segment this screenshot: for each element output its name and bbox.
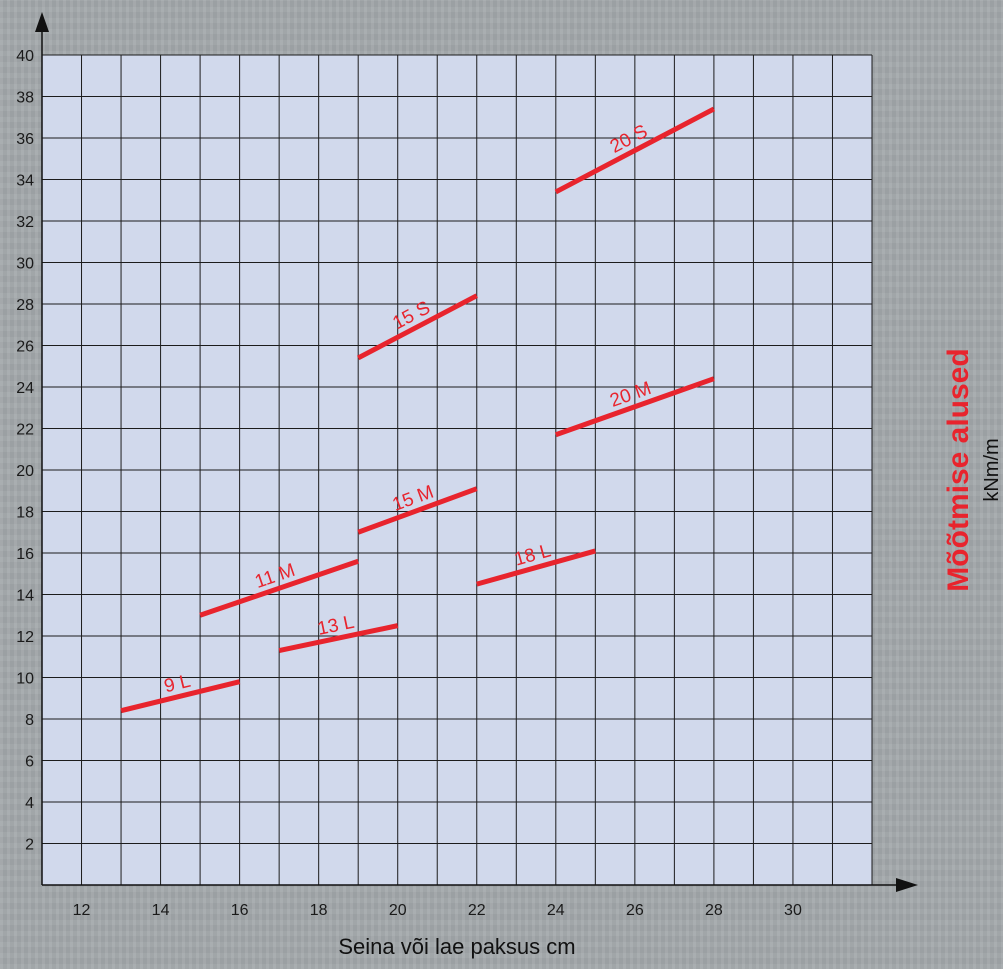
series-line <box>554 376 715 438</box>
y-tick-label: 30 <box>16 256 34 273</box>
x-tick-label: 18 <box>310 902 328 919</box>
series-line <box>476 548 597 587</box>
y-tick-label: 36 <box>16 131 34 148</box>
y-tick-label: 14 <box>16 588 34 605</box>
x-tick-label: 20 <box>389 902 407 919</box>
x-tick-label: 28 <box>705 902 723 919</box>
x-axis-arrow-icon <box>896 878 918 892</box>
y-tick-label: 34 <box>16 173 34 190</box>
x-tick-label: 14 <box>152 902 170 919</box>
x-tick-label: 22 <box>468 902 486 919</box>
y-tick-label: 18 <box>16 505 34 522</box>
series-group: 9 L11 M13 L15 M15 S18 L20 M20 S <box>120 106 716 714</box>
y-tick-label: 32 <box>16 214 34 231</box>
series-line <box>120 679 241 714</box>
y-tick-label: 28 <box>16 297 34 314</box>
y-tick-label: 4 <box>25 795 34 812</box>
series-line <box>357 293 478 361</box>
x-tick-label: 16 <box>231 902 249 919</box>
y-axis-arrow-icon <box>35 12 49 32</box>
x-tick-label: 24 <box>547 902 565 919</box>
y-tick-label: 38 <box>16 90 34 107</box>
y-tick-label: 26 <box>16 339 34 356</box>
y-tick-label: 12 <box>16 629 34 646</box>
y-tick-label: 24 <box>16 380 34 397</box>
y-tick-label: 10 <box>16 671 34 688</box>
series-line <box>278 623 399 653</box>
x-tick-label: 30 <box>784 902 802 919</box>
grid <box>41 54 873 886</box>
y-tick-label: 22 <box>16 422 34 439</box>
y-axis-unit: kNm/m <box>981 438 1003 501</box>
y-tick-label: 8 <box>25 712 34 729</box>
y-axis-label: Mõõtmise alused <box>942 348 975 591</box>
x-tick-labels: 12 14 16 18 20 22 24 26 28 30 <box>73 902 802 919</box>
x-axis-label: Seina või lae paksus cm <box>338 934 575 959</box>
x-tick-label: 26 <box>626 902 644 919</box>
y-tick-label: 20 <box>16 463 34 480</box>
y-tick-label: 40 <box>16 48 34 65</box>
y-tick-label: 2 <box>25 837 34 854</box>
axes <box>35 12 918 892</box>
y-tick-label: 6 <box>25 754 34 771</box>
series-line <box>357 486 478 535</box>
series-line <box>554 106 716 195</box>
series-line <box>199 558 359 618</box>
y-tick-label: 16 <box>16 546 34 563</box>
x-tick-label: 12 <box>73 902 91 919</box>
